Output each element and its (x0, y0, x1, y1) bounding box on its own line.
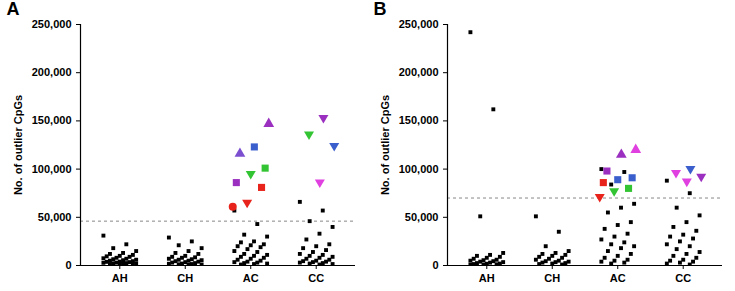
svg-text:AH: AH (112, 272, 128, 284)
svg-text:250,000: 250,000 (32, 18, 72, 30)
svg-text:50,000: 50,000 (405, 211, 439, 223)
svg-text:250,000: 250,000 (399, 18, 439, 30)
svg-text:150,000: 150,000 (32, 114, 72, 126)
svg-text:AH: AH (479, 272, 495, 284)
svg-text:100,000: 100,000 (399, 163, 439, 175)
svg-text:150,000: 150,000 (399, 114, 439, 126)
svg-text:No. of outlier CpGs: No. of outlier CpGs (12, 95, 24, 195)
svg-text:CC: CC (675, 272, 691, 284)
svg-text:200,000: 200,000 (32, 66, 72, 78)
svg-text:B: B (374, 0, 387, 19)
svg-text:50,000: 50,000 (38, 211, 72, 223)
svg-text:AC: AC (243, 272, 259, 284)
svg-text:CH: CH (544, 272, 560, 284)
svg-text:0: 0 (65, 259, 71, 271)
svg-text:AC: AC (610, 272, 626, 284)
svg-text:0: 0 (432, 259, 438, 271)
svg-text:No. of outlier CpGs: No. of outlier CpGs (379, 95, 391, 195)
svg-text:100,000: 100,000 (32, 163, 72, 175)
svg-text:A: A (7, 0, 20, 19)
svg-text:CH: CH (177, 272, 193, 284)
svg-text:CC: CC (308, 272, 324, 284)
svg-text:200,000: 200,000 (399, 66, 439, 78)
